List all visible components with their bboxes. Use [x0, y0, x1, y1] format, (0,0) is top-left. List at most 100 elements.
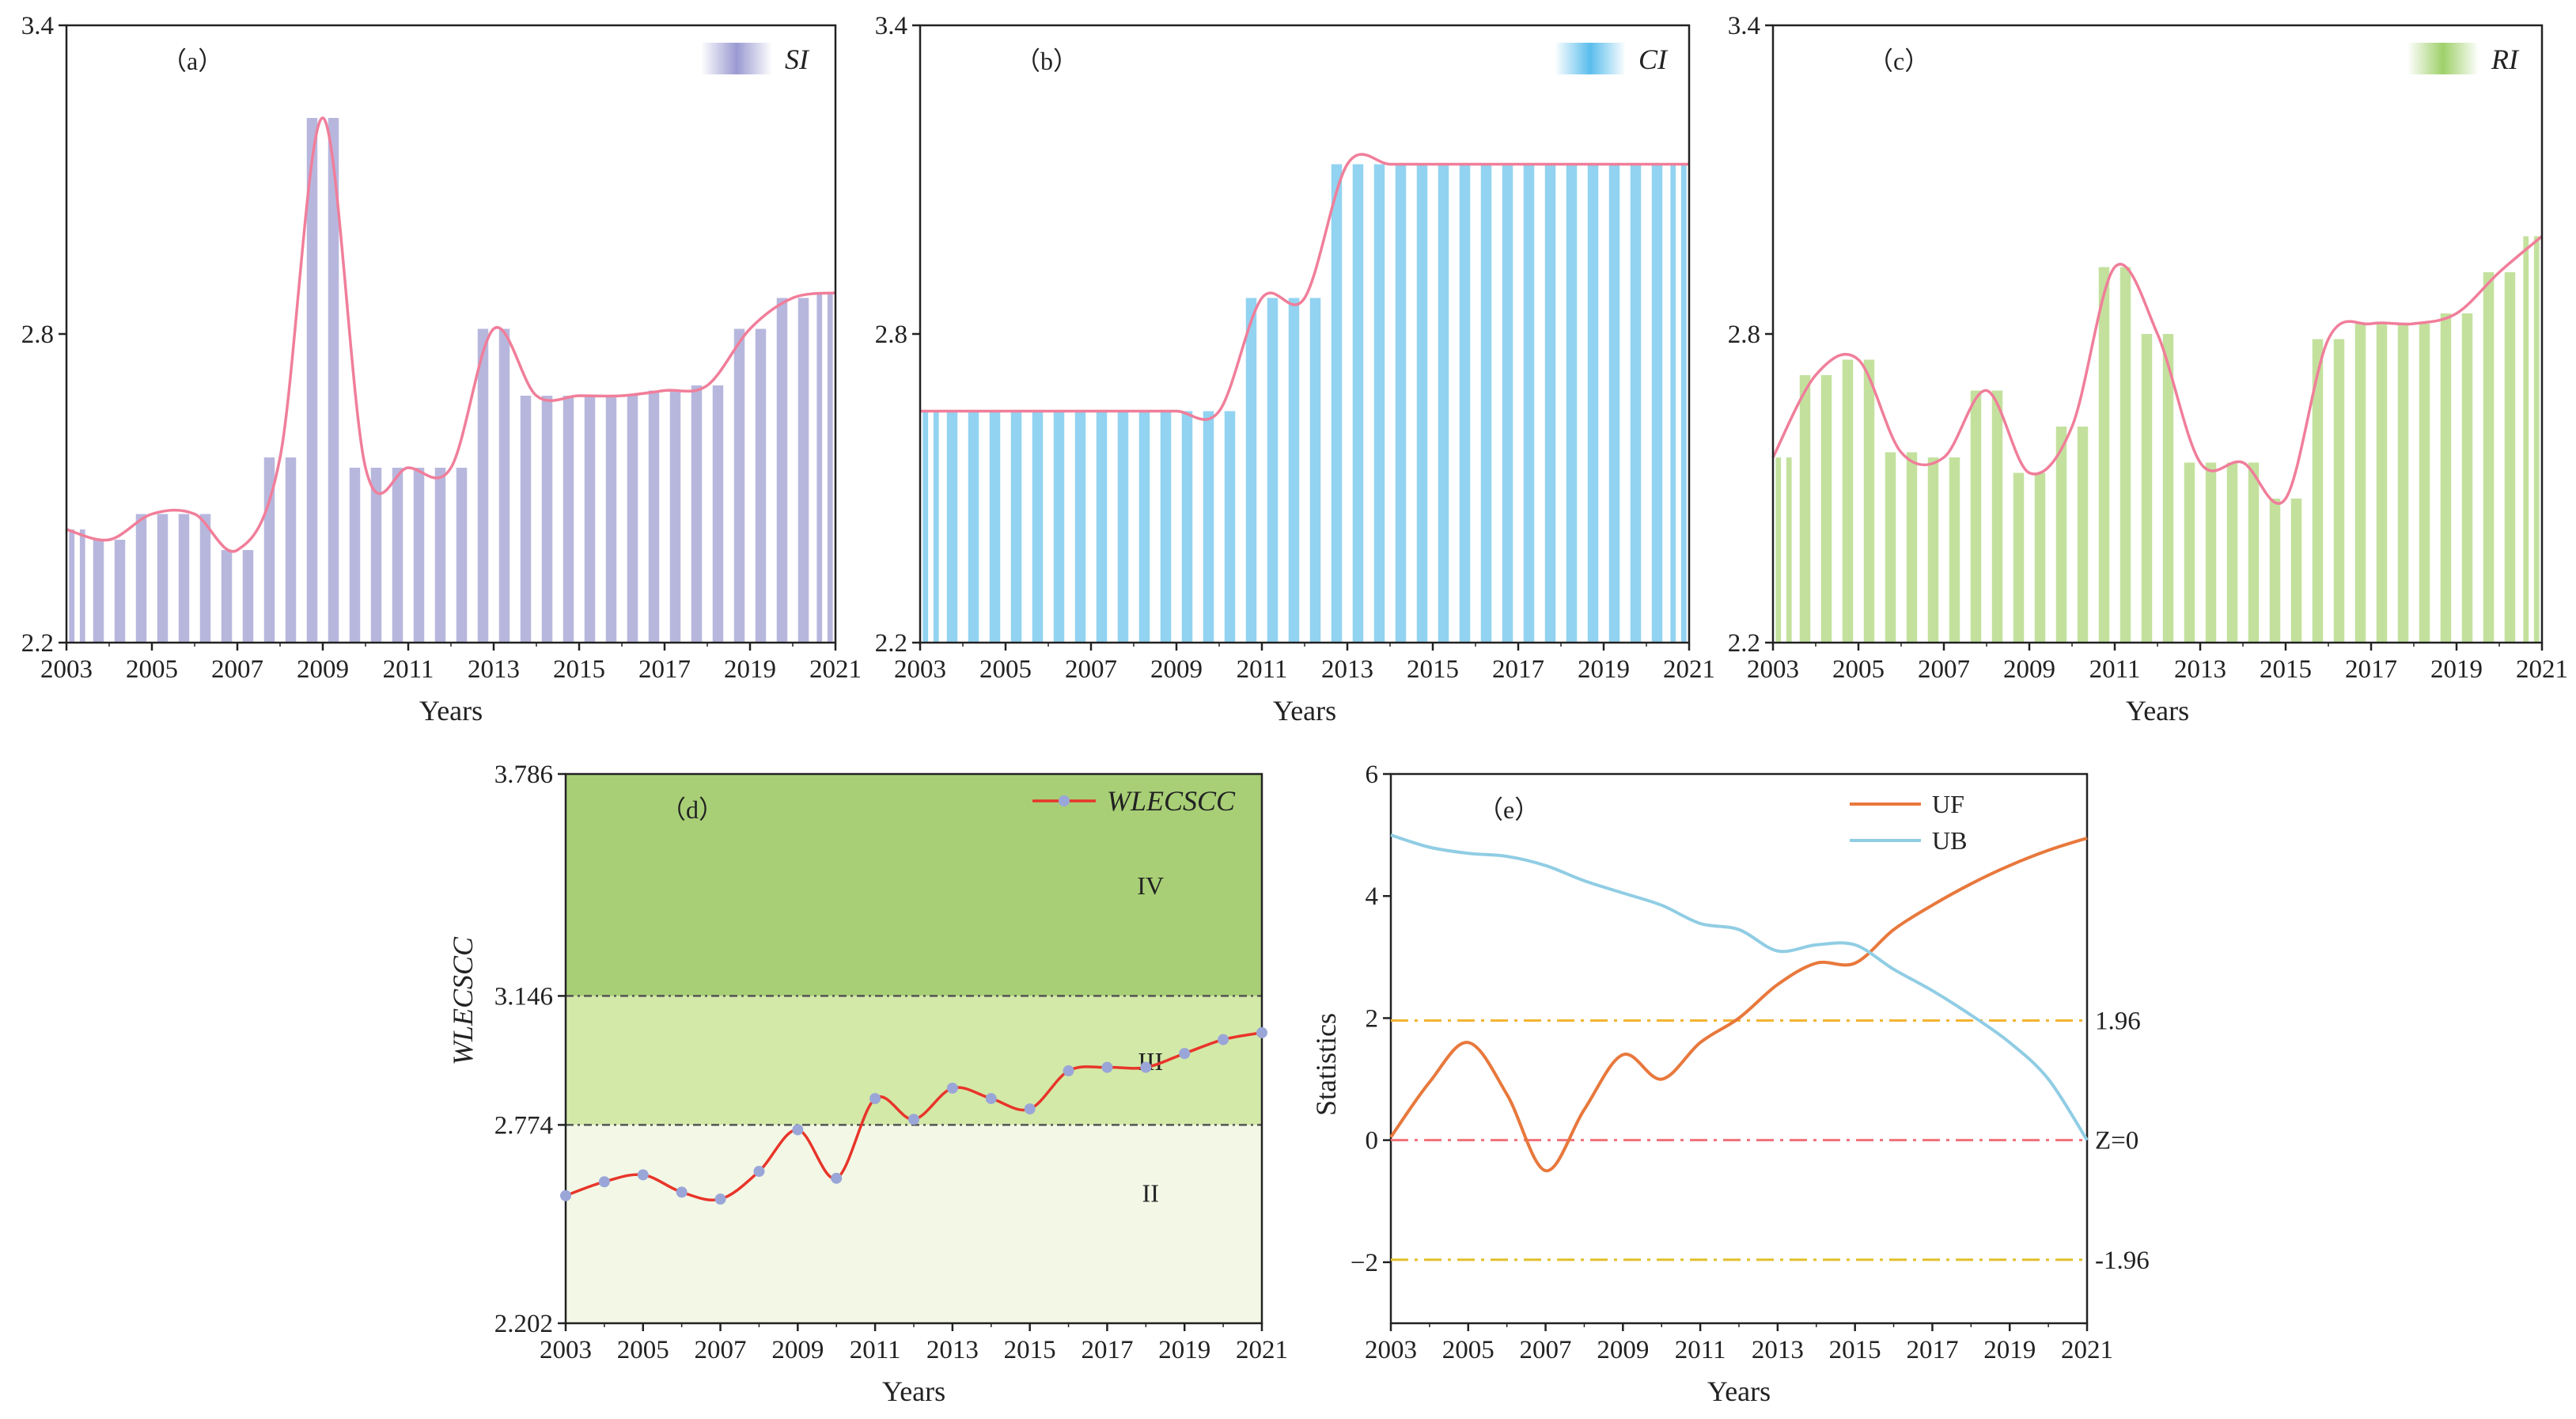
legend-label: CI [1638, 44, 1669, 75]
bar-2021 [2523, 236, 2529, 643]
panel-label: （e） [1478, 795, 1540, 824]
x-tick-label: 2009 [1150, 655, 1203, 684]
x-tick-label: 2015 [1407, 655, 1459, 684]
x-tick-label: 2011 [1675, 1336, 1726, 1364]
bar-2003 [1775, 457, 1782, 643]
x-tick-label: 2017 [1081, 1336, 1133, 1364]
trend-line [1771, 235, 2544, 505]
bar-2004 [1820, 375, 1832, 643]
y-axis-title: Statistics [1310, 1013, 1342, 1116]
bar-2003 [79, 529, 85, 643]
y-tick-label: 2.8 [1728, 321, 1760, 349]
bar-2019 [733, 328, 745, 643]
panel-c: 2.2 2.8 3.4 2003 2005 2007 2009 2011 2013 2015 201… [1728, 12, 2568, 727]
bar-2007 [242, 550, 254, 643]
bar-2011 [2098, 267, 2110, 643]
legend-label: WLECSCC [1107, 785, 1236, 817]
bar-2009 [328, 118, 339, 643]
bar-2017 [2376, 324, 2388, 643]
panel-label: （c） [1868, 47, 1930, 75]
bar-2012 [456, 468, 468, 643]
bar-2015 [1416, 164, 1428, 643]
bar-2015 [2290, 499, 2302, 643]
bar-2013 [2205, 462, 2217, 643]
x-tick-label: 2007 [695, 1336, 747, 1364]
bar-2021 [816, 293, 823, 643]
bar-2012 [2141, 334, 2153, 643]
bar-2014 [2226, 462, 2238, 643]
legend-swatch [2407, 43, 2479, 74]
bar-2011 [1267, 298, 1279, 643]
bar-2004 [946, 411, 958, 643]
x-tick-label: 2019 [1983, 1336, 2036, 1364]
bar-2012 [434, 468, 446, 643]
data-point-2015 [1024, 1103, 1036, 1115]
panel-label: （b） [1015, 47, 1078, 75]
y-tick-label: 2.774 [494, 1111, 553, 1140]
x-tick-label: 2017 [1492, 655, 1544, 684]
bar-2011 [392, 468, 403, 643]
bar-2012 [2162, 334, 2174, 643]
trend-line [920, 153, 1689, 421]
bar-2007 [1074, 411, 1086, 643]
x-axis-title: Years [882, 1375, 945, 1407]
data-point-2019 [1179, 1048, 1191, 1060]
bar-2015 [1438, 164, 1449, 643]
y-tick-label: 6 [1366, 761, 1379, 789]
y-tick-label: 3.4 [1728, 12, 1760, 40]
bar-2010 [370, 468, 382, 643]
reference-label: -1.96 [2095, 1246, 2150, 1275]
bar-2008 [1138, 411, 1150, 643]
bar-2005 [989, 411, 1001, 643]
y-tick-label: 2.8 [875, 321, 907, 349]
series-line-ub [1390, 833, 2089, 1141]
x-tick-label: 2005 [979, 655, 1032, 684]
y-tick-label: 3.146 [494, 982, 553, 1011]
bar-2005 [157, 514, 169, 643]
x-tick-label: 2019 [1578, 655, 1630, 684]
y-tick-label: 2.2 [1728, 629, 1760, 658]
legend-label: RI [2491, 44, 2520, 75]
bar-2004 [968, 411, 979, 643]
bar-2015 [563, 396, 574, 643]
bar-2003 [1786, 457, 1792, 643]
data-point-2013 [946, 1082, 958, 1094]
bar-2010 [349, 468, 361, 643]
bar-2015 [2269, 499, 2281, 643]
x-tick-label: 2017 [1906, 1336, 1958, 1364]
zone-label: III [1138, 1047, 1163, 1076]
x-tick-label: 2013 [468, 655, 520, 684]
x-tick-label: 2011 [2089, 655, 2141, 684]
series-line-uf [1389, 837, 2088, 1173]
bar-2016 [1480, 164, 1492, 643]
bar-2009 [2013, 472, 2025, 643]
x-tick-label: 2003 [894, 655, 946, 684]
x-tick-label: 2003 [540, 1336, 592, 1364]
bar-2005 [135, 514, 147, 643]
bar-2004 [1799, 375, 1811, 643]
x-tick-label: 2021 [2516, 655, 2568, 684]
bar-2005 [1863, 359, 1875, 643]
x-tick-label: 2015 [553, 655, 605, 684]
x-tick-label: 2007 [1065, 655, 1117, 684]
bar-2006 [1885, 452, 1896, 643]
x-axis-title: Years [1273, 695, 1336, 727]
x-axis-title: Years [419, 695, 483, 727]
bar-2020 [2504, 272, 2516, 643]
x-tick-label: 2003 [1747, 655, 1799, 684]
bar-2016 [605, 396, 617, 643]
bar-2010 [2077, 427, 2089, 643]
bar-2020 [776, 298, 788, 643]
y-tick-label: 2.2 [875, 629, 907, 658]
bar-2012 [1309, 298, 1321, 643]
data-point-2004 [598, 1176, 610, 1188]
data-point-2014 [985, 1093, 997, 1105]
x-tick-label: 2007 [211, 655, 263, 684]
data-point-2010 [831, 1172, 843, 1184]
bar-2019 [2440, 313, 2452, 643]
bar-2018 [2397, 324, 2409, 643]
bar-2016 [2312, 339, 2324, 643]
x-tick-label: 2015 [2260, 655, 2312, 684]
x-axis-title: Years [1707, 1375, 1771, 1407]
